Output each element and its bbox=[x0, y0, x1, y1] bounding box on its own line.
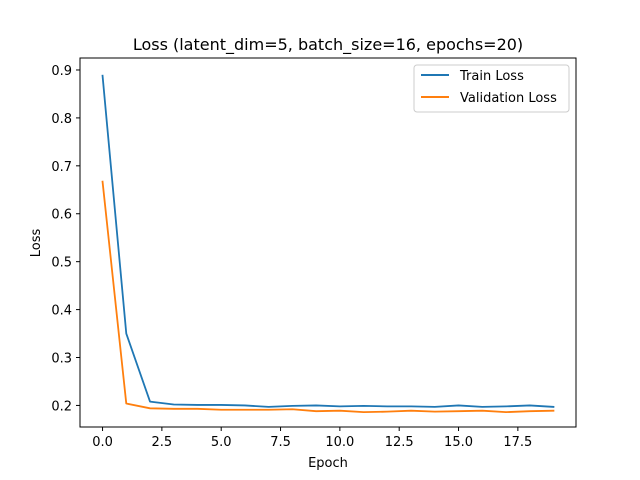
series-line-train-loss bbox=[101, 74, 555, 408]
y-axis-ticks: 0.2 0.3 0.4 0.5 0.6 0.7 0.8 0.9 bbox=[51, 64, 80, 414]
y-tick-label: 0.2 bbox=[51, 399, 72, 414]
plot-background bbox=[80, 58, 576, 427]
chart-title: Loss (latent_dim=5, batch_size=16, epoch… bbox=[133, 35, 523, 55]
x-tick-label: 2.5 bbox=[152, 435, 173, 450]
x-tick-label: 12.5 bbox=[385, 435, 414, 450]
legend: Train Loss Validation Loss bbox=[413, 64, 570, 113]
y-tick-label: 0.3 bbox=[51, 352, 72, 367]
legend-box bbox=[413, 64, 570, 113]
y-tick-label: 0.9 bbox=[51, 64, 72, 79]
x-tick-label: 5.0 bbox=[211, 435, 232, 450]
legend-label-validation-loss: Validation Loss bbox=[460, 91, 557, 106]
x-tick-label: 17.5 bbox=[503, 435, 532, 450]
x-axis-ticks: 0.0 2.5 5.0 7.5 10.0 12.5 15.0 17.5 bbox=[92, 427, 532, 450]
series-layer bbox=[101, 74, 555, 414]
x-tick-label: 7.5 bbox=[270, 435, 291, 450]
y-axis-label: Loss bbox=[29, 229, 44, 258]
series-line-validation-loss bbox=[101, 180, 555, 414]
y-tick-label: 0.6 bbox=[51, 208, 72, 223]
x-tick-label: 15.0 bbox=[444, 435, 473, 450]
x-axis-label: Epoch bbox=[308, 456, 348, 471]
plot-frame bbox=[79, 57, 577, 428]
y-tick-label: 0.5 bbox=[51, 256, 72, 271]
plot-area bbox=[79, 57, 577, 428]
x-tick-label: 0.0 bbox=[92, 435, 113, 450]
y-tick-label: 0.4 bbox=[51, 304, 72, 319]
legend-label-train-loss: Train Loss bbox=[459, 69, 524, 84]
y-tick-label: 0.7 bbox=[51, 160, 72, 175]
y-tick-label: 0.8 bbox=[51, 112, 72, 127]
x-tick-label: 10.0 bbox=[325, 435, 354, 450]
